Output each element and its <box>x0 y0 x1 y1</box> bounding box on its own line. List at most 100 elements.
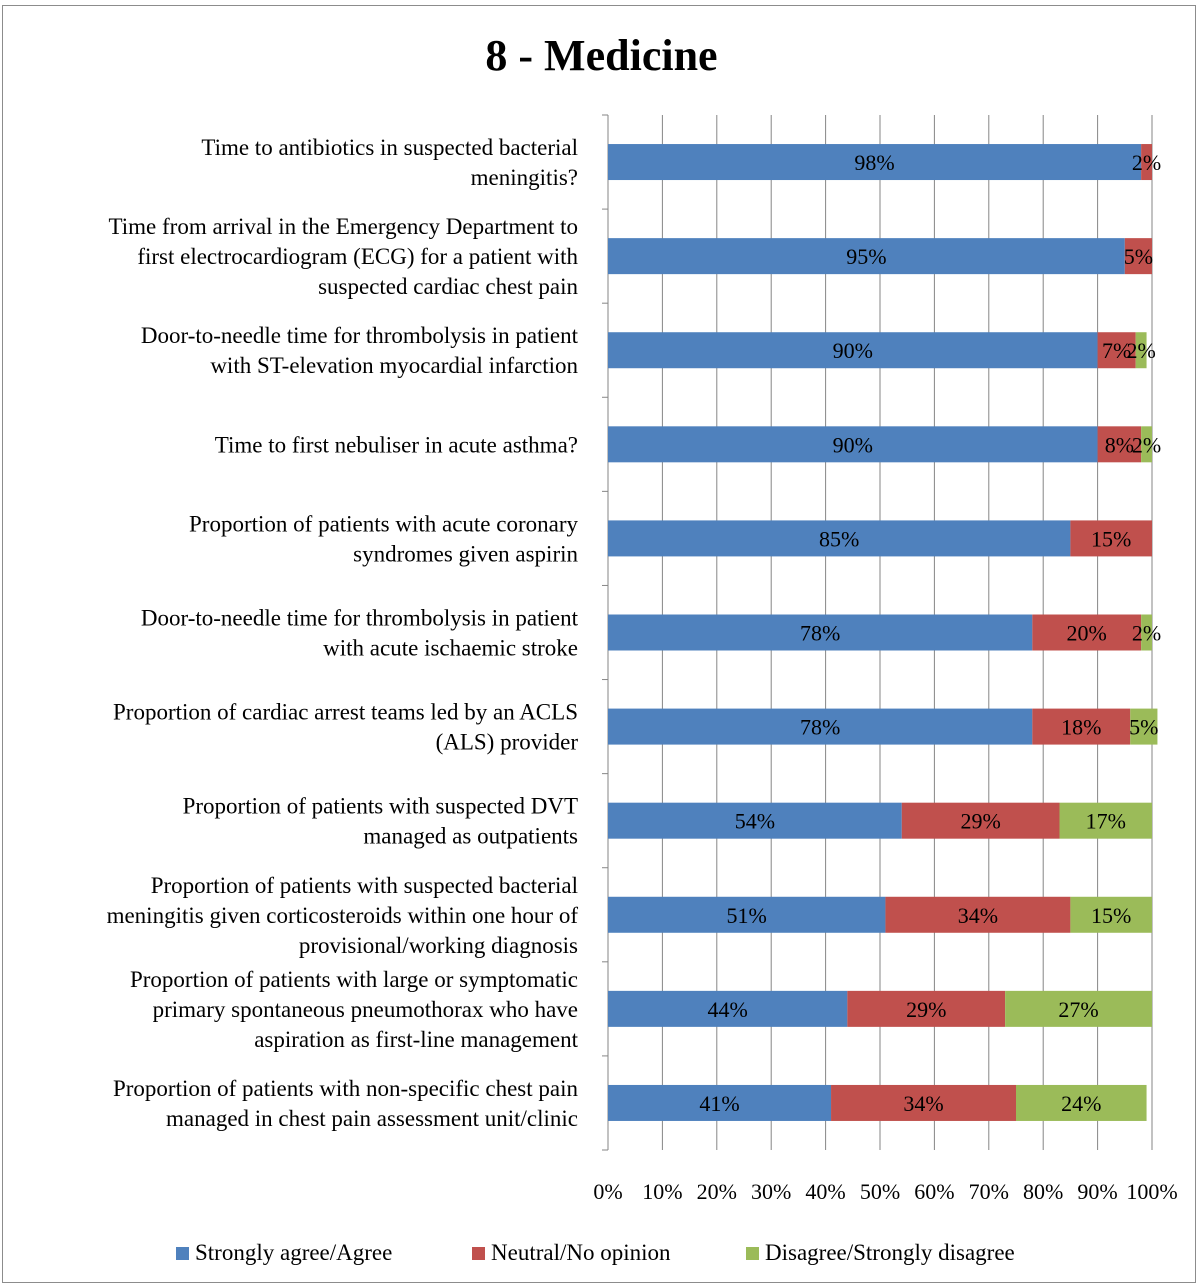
bar-segment <box>1070 520 1152 557</box>
data-label: 95% <box>846 244 886 269</box>
data-label: 15% <box>1091 903 1131 928</box>
data-label: 78% <box>800 621 840 646</box>
category-label-line: meningitis? <box>471 165 578 190</box>
legend-swatch-strongly-agree <box>176 1246 189 1260</box>
bar-segment <box>1097 426 1142 463</box>
category-label: Proportion of patients with acute corona… <box>189 511 578 566</box>
category-label-line: meningitis given corticosteroids within … <box>107 903 579 928</box>
x-tick-label: 10% <box>642 1179 682 1204</box>
bar-segment <box>608 520 1071 557</box>
bar-segment <box>1135 332 1147 369</box>
data-label: 5% <box>1129 715 1158 740</box>
category-label-line: aspiration as first-line management <box>254 1027 578 1052</box>
data-label: 98% <box>854 150 894 175</box>
category-label-line: Proportion of cardiac arrest teams led b… <box>113 700 578 725</box>
bar-segment <box>847 990 1006 1027</box>
legend-label-strongly-agree: Strongly agree/Agree <box>195 1240 393 1265</box>
bar-segment <box>608 144 1142 181</box>
category-label-line: managed as outpatients <box>363 824 578 849</box>
bar-segment <box>1141 426 1152 463</box>
legend-item-neutral: Neutral/No opinion <box>472 1240 671 1266</box>
bar-segment <box>831 1084 1016 1121</box>
data-label: 2% <box>1132 432 1161 457</box>
category-label-line: suspected cardiac chest pain <box>318 274 578 299</box>
bar-segment <box>608 238 1125 275</box>
bar-segment <box>1097 332 1136 369</box>
x-tick-label: 60% <box>914 1179 954 1204</box>
category-label-line: Proportion of patients with suspected DV… <box>183 794 578 819</box>
category-label-line: primary spontaneous pneumothorax who hav… <box>153 997 578 1022</box>
category-label-line: Proportion of patients with suspected ba… <box>151 873 578 898</box>
chart-title: 8 - Medicine <box>485 31 718 80</box>
bar-segment <box>608 708 1033 745</box>
data-label: 51% <box>727 903 767 928</box>
bar-segment <box>608 426 1098 463</box>
category-label-line: Door-to-needle time for thrombolysis in … <box>141 323 579 348</box>
data-label: 44% <box>708 997 748 1022</box>
data-label: 15% <box>1091 526 1131 551</box>
x-tick-label: 100% <box>1126 1179 1177 1204</box>
data-label: 2% <box>1132 621 1161 646</box>
data-label: 27% <box>1058 997 1098 1022</box>
data-label: 41% <box>699 1091 739 1116</box>
category-label-line: first electrocardiogram (ECG) for a pati… <box>137 244 578 269</box>
legend: Strongly agree/Agree Neutral/No opinion … <box>0 1240 1203 1276</box>
bar-segment <box>608 896 886 933</box>
category-label-line: with acute ischaemic stroke <box>323 636 578 661</box>
x-tick-label: 80% <box>1023 1179 1063 1204</box>
legend-swatch-neutral <box>472 1246 485 1260</box>
bar-segment <box>608 990 848 1027</box>
x-tick-label: 90% <box>1077 1179 1117 1204</box>
x-tick-label: 20% <box>697 1179 737 1204</box>
category-label-line: Proportion of patients with large or sym… <box>130 967 578 992</box>
category-label: Time from arrival in the Emergency Depar… <box>109 214 579 299</box>
data-label: 20% <box>1067 621 1107 646</box>
data-label: 24% <box>1061 1091 1101 1116</box>
data-label: 18% <box>1061 715 1101 740</box>
data-label: 85% <box>819 526 859 551</box>
category-label-line: Time from arrival in the Emergency Depar… <box>109 214 578 239</box>
category-label: Door-to-needle time for thrombolysis in … <box>141 606 579 661</box>
x-tick-label: 70% <box>969 1179 1009 1204</box>
bar-segment <box>901 802 1060 839</box>
data-label: 7% <box>1102 338 1131 363</box>
x-tick-label: 30% <box>751 1179 791 1204</box>
legend-item-strongly-agree: Strongly agree/Agree <box>176 1240 392 1266</box>
category-label: Time to first nebuliser in acute asthma? <box>215 432 578 457</box>
category-label-line: syndromes given aspirin <box>353 541 578 566</box>
category-label-line: Time to first nebuliser in acute asthma? <box>215 432 578 457</box>
bar-segment <box>1141 144 1152 181</box>
data-label: 8% <box>1105 432 1134 457</box>
bar-segment <box>608 1084 832 1121</box>
category-label-line: Proportion of patients with acute corona… <box>189 511 578 536</box>
data-label: 78% <box>800 715 840 740</box>
category-label: Proportion of patients with suspected ba… <box>107 873 579 958</box>
x-tick-label: 0% <box>593 1179 622 1204</box>
category-label: Proportion of patients with suspected DV… <box>183 794 578 849</box>
bar-segment <box>1070 896 1152 933</box>
data-label: 90% <box>833 338 873 363</box>
bar-segment <box>1124 238 1152 275</box>
data-label: 34% <box>903 1091 943 1116</box>
category-label-line: managed in chest pain assessment unit/cl… <box>166 1106 578 1131</box>
category-label-line: provisional/working diagnosis <box>299 933 578 958</box>
bar-segment <box>608 332 1098 369</box>
category-label: Proportion of patients with large or sym… <box>130 967 579 1052</box>
bar-segment <box>1059 802 1152 839</box>
bar-segment <box>1016 1084 1147 1121</box>
legend-label-neutral: Neutral/No opinion <box>491 1240 671 1265</box>
bar-segment <box>608 802 902 839</box>
bar-segment <box>885 896 1071 933</box>
bar-segment <box>1141 614 1152 651</box>
bar-segment <box>1032 708 1131 745</box>
x-tick-label: 50% <box>860 1179 900 1204</box>
data-label: 29% <box>960 809 1000 834</box>
category-label-line: Door-to-needle time for thrombolysis in … <box>141 606 579 631</box>
data-label: 17% <box>1086 809 1126 834</box>
category-label-line: Proportion of patients with non-specific… <box>113 1076 579 1101</box>
category-label-line: Time to antibiotics in suspected bacteri… <box>201 135 578 160</box>
data-label: 29% <box>906 997 946 1022</box>
bar-segment <box>1005 990 1152 1027</box>
legend-item-disagree: Disagree/Strongly disagree <box>746 1240 1015 1266</box>
